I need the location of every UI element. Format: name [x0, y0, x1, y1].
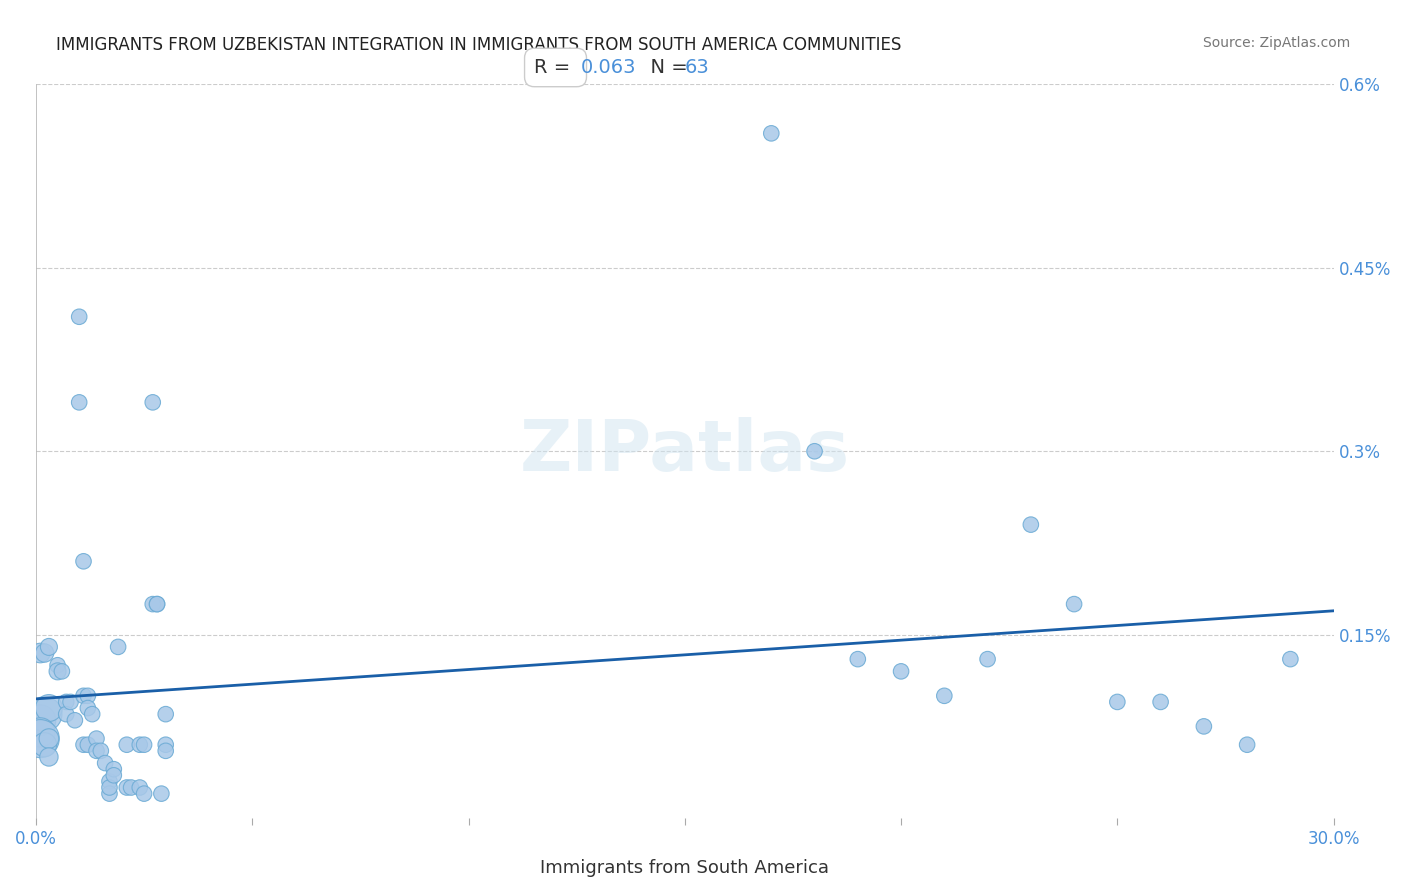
Point	[76, 738, 98, 752]
Point	[128, 780, 150, 795]
Point	[30, 725, 52, 739]
Point	[46, 658, 69, 673]
Point	[76, 689, 98, 703]
Point	[94, 756, 117, 770]
Point	[38, 640, 60, 654]
Point	[86, 744, 108, 758]
Point	[30, 713, 52, 727]
Point	[155, 707, 177, 722]
Point	[34, 707, 56, 722]
Point	[150, 787, 173, 801]
Point	[803, 444, 825, 458]
Point	[46, 665, 69, 679]
Point	[90, 744, 112, 758]
Text: N =: N =	[638, 58, 695, 77]
Point	[120, 780, 142, 795]
Text: R =: R =	[534, 58, 576, 77]
Point	[67, 310, 90, 324]
Point	[146, 597, 169, 611]
Point	[846, 652, 869, 666]
Point	[59, 695, 82, 709]
Point	[72, 738, 94, 752]
Point	[1019, 517, 1042, 532]
Point	[155, 738, 177, 752]
Point	[98, 787, 121, 801]
Point	[115, 738, 138, 752]
Point	[30, 646, 52, 660]
Point	[76, 701, 98, 715]
Point	[142, 395, 165, 409]
Point	[1192, 719, 1215, 733]
Point	[1149, 695, 1171, 709]
Point	[82, 707, 104, 722]
Point	[86, 731, 108, 746]
Text: 0.063: 0.063	[581, 58, 636, 77]
Point	[934, 689, 956, 703]
Point	[103, 762, 125, 776]
Point	[55, 695, 77, 709]
Point	[761, 126, 783, 140]
Point	[1279, 652, 1302, 666]
Point	[976, 652, 998, 666]
Point	[103, 768, 125, 782]
Text: Source: ZipAtlas.com: Source: ZipAtlas.com	[1202, 36, 1350, 50]
Point	[67, 395, 90, 409]
Point	[142, 597, 165, 611]
Text: ZIPatlas: ZIPatlas	[520, 417, 849, 486]
Text: IMMIGRANTS FROM UZBEKISTAN INTEGRATION IN IMMIGRANTS FROM SOUTH AMERICA COMMUNIT: IMMIGRANTS FROM UZBEKISTAN INTEGRATION I…	[56, 36, 901, 54]
Point	[98, 774, 121, 789]
X-axis label: Immigrants from South America: Immigrants from South America	[540, 859, 830, 877]
Point	[72, 689, 94, 703]
Point	[98, 780, 121, 795]
Point	[55, 707, 77, 722]
Text: 63: 63	[685, 58, 710, 77]
Point	[1063, 597, 1085, 611]
Point	[72, 554, 94, 568]
Point	[132, 738, 155, 752]
Point	[38, 750, 60, 764]
Point	[146, 597, 169, 611]
Point	[34, 738, 56, 752]
Point	[115, 780, 138, 795]
Point	[30, 731, 52, 746]
Point	[51, 665, 73, 679]
Point	[890, 665, 912, 679]
Point	[128, 738, 150, 752]
Point	[1236, 738, 1258, 752]
Point	[132, 787, 155, 801]
Point	[38, 731, 60, 746]
Point	[1107, 695, 1129, 709]
Point	[155, 744, 177, 758]
Point	[38, 701, 60, 715]
Point	[107, 640, 129, 654]
Point	[34, 646, 56, 660]
Point	[63, 713, 86, 727]
